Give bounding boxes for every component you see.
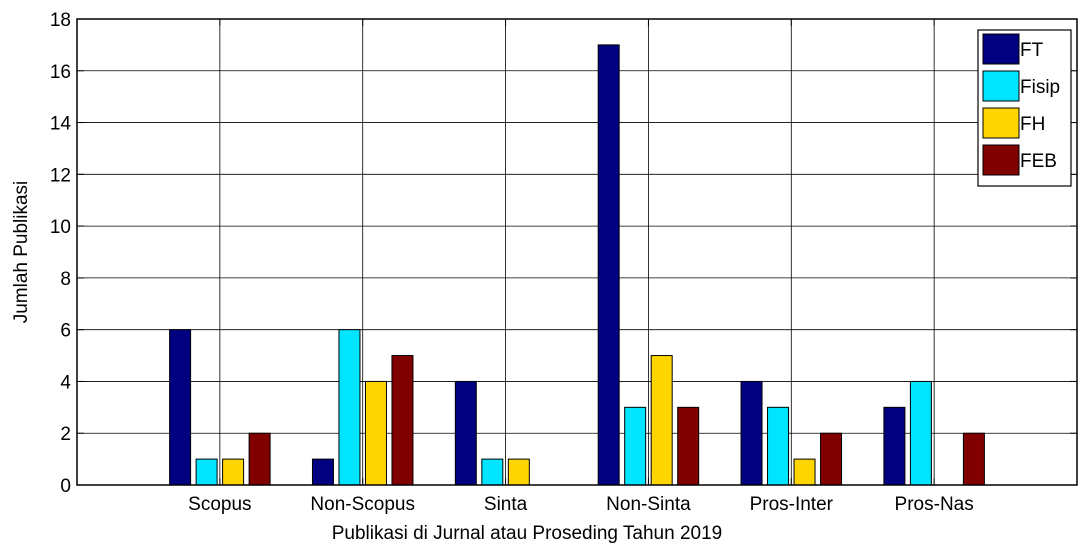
y-tick-label: 16 <box>50 62 71 83</box>
bar-ft-non-sinta <box>597 44 620 486</box>
bar-fh-scopus <box>222 458 245 486</box>
x-tick-label: Sinta <box>484 494 528 515</box>
y-tick-label: 6 <box>60 321 71 342</box>
bar-ft-non-scopus <box>311 458 334 486</box>
plot-frame <box>76 18 1078 486</box>
bar-fh-non-sinta <box>650 355 673 486</box>
legend-swatch-feb <box>982 144 1020 176</box>
bar-feb-pros-inter <box>820 432 843 486</box>
x-tick-label: Scopus <box>188 494 251 515</box>
y-axis-label: Jumlah Publikasi <box>11 181 32 324</box>
legend-swatch-fh <box>982 107 1020 139</box>
bar-feb-non-scopus <box>391 355 414 486</box>
legend-label-fisip: Fisip <box>1020 77 1060 98</box>
x-tick-label: Pros-Nas <box>895 494 974 515</box>
y-tick-label: 12 <box>50 165 71 186</box>
bar-fisip-pros-inter <box>767 406 790 486</box>
bar-ft-scopus <box>169 329 192 486</box>
y-axis-ticks: 0 2 4 6 8 10 12 14 16 18 <box>50 10 1077 497</box>
legend-label-fh: FH <box>1020 114 1045 135</box>
bar-fisip-non-scopus <box>338 329 361 486</box>
grid-lines <box>77 19 1077 485</box>
bar-ft-pros-inter <box>740 380 763 486</box>
bar-fh-non-scopus <box>364 380 387 486</box>
y-tick-label: 4 <box>60 372 71 393</box>
bar-feb-non-sinta <box>677 406 700 486</box>
bar-feb-pros-nas <box>962 432 985 486</box>
bar-fisip-pros-nas <box>909 380 932 486</box>
y-tick-label: 8 <box>60 269 71 290</box>
bar-fisip-sinta <box>481 458 504 486</box>
x-tick-label: Pros-Inter <box>750 494 834 515</box>
legend-label-ft: FT <box>1020 40 1044 61</box>
x-tick-label: Non-Scopus <box>310 494 415 515</box>
bar-fisip-non-sinta <box>624 406 647 486</box>
legend: FT Fisip FH FEB <box>977 29 1072 187</box>
x-axis-label: Publikasi di Jurnal atau Proseding Tahun… <box>332 523 722 543</box>
x-axis-ticks: Scopus Non-Scopus Sinta Non-Sinta Pros-Inter… <box>188 19 974 515</box>
y-tick-label: 2 <box>60 424 71 445</box>
y-tick-label: 10 <box>50 217 71 238</box>
bar-fh-pros-inter <box>793 458 816 486</box>
x-tick-label: Non-Sinta <box>606 494 691 515</box>
legend-swatch-fisip <box>982 70 1020 102</box>
bar-fh-sinta <box>507 458 530 486</box>
bar-fisip-scopus <box>195 458 218 486</box>
legend-label-feb: FEB <box>1020 151 1057 172</box>
bar-ft-pros-nas <box>883 406 906 486</box>
bar-ft-sinta <box>454 380 477 486</box>
bar-feb-scopus <box>248 432 271 486</box>
legend-swatch-ft <box>982 33 1020 65</box>
y-tick-label: 14 <box>50 114 72 135</box>
y-tick-label: 0 <box>60 476 71 497</box>
y-tick-label: 18 <box>50 10 71 31</box>
